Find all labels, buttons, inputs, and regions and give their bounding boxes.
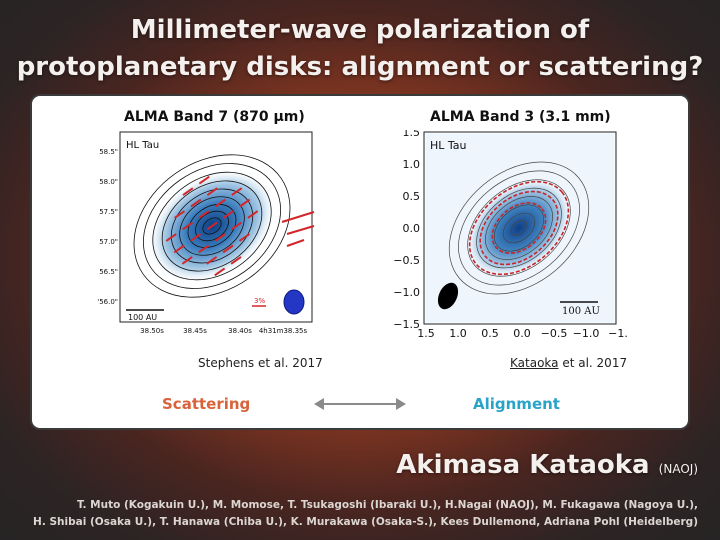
speaker-affiliation: (NAOJ) (658, 462, 698, 476)
x-tick-4: 0.0 (513, 327, 531, 340)
x-tick-5: −0.5 (541, 327, 568, 340)
x-tick-1: 1.5 (417, 327, 435, 340)
right-figure-title: ALMA Band 3 (3.1 mm) (430, 109, 611, 125)
dec-tick-1: 58.5" (99, 148, 118, 156)
right-scale-label: 100 AU (562, 306, 600, 317)
x-tick-7: −1. (608, 327, 628, 340)
right-caption: Kataoka et al. 2017 (510, 356, 627, 370)
ra-tick-4: 4h31m38.35s (259, 327, 308, 335)
left-figure-title: ALMA Band 7 (870 μm) (124, 109, 305, 125)
y-tick-4: 0.0 (403, 222, 421, 235)
dec-tick-3: 57.5" (99, 208, 118, 216)
dec-tick-2: 58.0" (99, 178, 118, 186)
ra-tick-1: 38.50s (140, 327, 164, 335)
left-scale-label: 100 AU (128, 313, 157, 322)
y-tick-7: −1.5 (393, 318, 420, 331)
dec-tick-6: '56.0" (97, 298, 118, 306)
dec-tick-5: 56.5" (99, 268, 118, 276)
double-arrow-icon (314, 398, 406, 410)
right-beam (437, 282, 459, 310)
y-tick-6: −1.0 (393, 286, 420, 299)
left-caption: Stephens et al. 2017 (198, 356, 323, 370)
right-disk (448, 161, 590, 295)
right-caption-rest: et al. 2017 (558, 356, 628, 370)
right-object-label: HL Tau (430, 139, 467, 152)
right-map-figure: HL Tau 1.5 1.0 0.5 0.0 −0.5 −1.0 −1.5 1.… (393, 130, 628, 340)
right-caption-author: Kataoka (510, 356, 559, 370)
dec-tick-4: 57.0" (99, 238, 118, 246)
title-line-1: Millimeter-wave polarization of (130, 15, 590, 45)
x-tick-3: 0.5 (481, 327, 499, 340)
left-pol-vectors (165, 175, 259, 277)
speaker: Akimasa Kataoka (NAOJ) (396, 450, 698, 480)
coauthor-line-1: T. Muto (Kogakuin U.), M. Momose, T. Tsu… (76, 499, 698, 511)
alignment-label: Alignment (473, 395, 560, 413)
title-line-2: protoplanetary disks: alignment or scatt… (16, 52, 704, 82)
coauthor-line-2: H. Shibai (Osaka U.), T. Hanawa (Chiba U… (33, 516, 698, 528)
y-tick-5: −0.5 (393, 254, 420, 267)
scattering-label: Scattering (162, 395, 251, 413)
y-tick-3: 0.5 (403, 190, 421, 203)
left-disk (133, 154, 291, 298)
left-beam (283, 289, 305, 315)
left-map-figure: HL Tau 58.5" 58.0" 57.5" 57.0" 56.5" '56… (97, 131, 315, 335)
left-outer-vectors (281, 211, 315, 247)
speaker-name: Akimasa Kataoka (396, 450, 650, 480)
ra-tick-3: 38.40s (228, 327, 252, 335)
slide-title: Millimeter-wave polarization of protopla… (0, 12, 720, 86)
y-tick-2: 1.0 (403, 158, 421, 171)
y-tick-1: 1.5 (403, 130, 421, 139)
coauthor-list: T. Muto (Kogakuin U.), M. Momose, T. Tsu… (8, 497, 698, 531)
pol-scale-label: 3% (254, 297, 265, 305)
x-tick-2: 1.0 (449, 327, 467, 340)
x-tick-6: −1.0 (573, 327, 600, 340)
left-object-label: HL Tau (126, 140, 159, 151)
ra-tick-2: 38.45s (183, 327, 207, 335)
figure-panel: ALMA Band 7 (870 μm) ALMA Band 3 (3.1 mm… (30, 94, 690, 430)
